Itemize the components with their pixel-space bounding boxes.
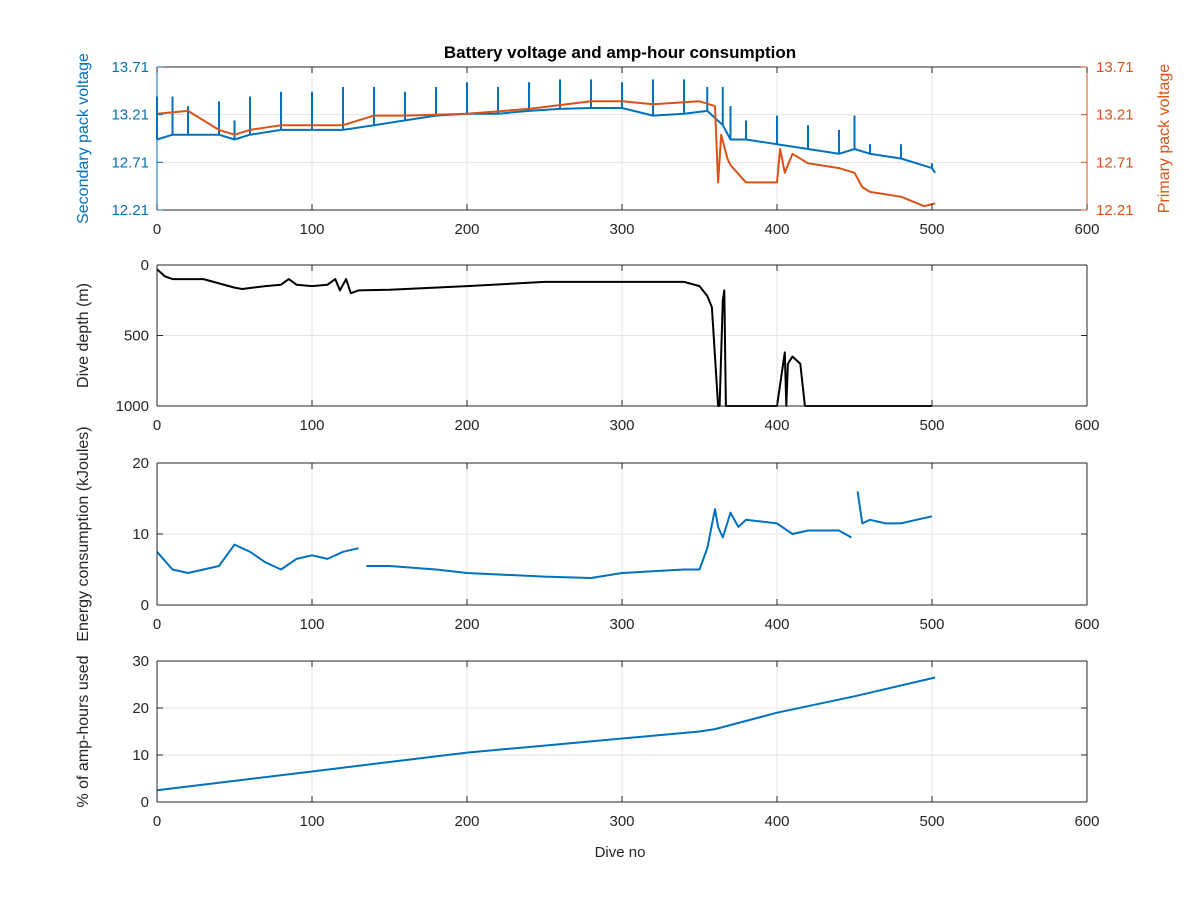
y-tick-label: 20 [132,700,149,717]
series-line-1-1 [156,107,936,174]
x-tick-label: 600 [1074,417,1099,434]
y-right-tick-label: 12.21 [1096,202,1134,219]
y-tick-label: 0 [141,794,149,811]
y-axis-label: Secondary pack voltage [75,53,92,224]
y-tick-label: 10 [132,526,149,543]
y-right-tick-label: 13.71 [1096,59,1134,76]
x-tick-label: 100 [299,417,324,434]
x-tick-label: 100 [299,221,324,238]
series-line-3-2 [366,508,852,579]
series-line-3-3 [856,491,933,525]
x-tick-label: 200 [454,221,479,238]
x-tick-label: 400 [764,616,789,633]
x-tick-label: 0 [153,616,161,633]
y-tick-label: 10 [132,747,149,764]
y-axis-label: Dive depth (m) [75,283,92,388]
y-tick-label: 12.21 [111,202,149,219]
subplot-2: 0 100 200 300 400 500 600 0 500 1000 Dive depth (m… [75,257,1100,434]
x-tick-label: 400 [764,221,789,238]
y-tick-label: 0 [141,597,149,614]
subplot-1: 0 100 200 300 400 500 600 12.21 12.71 13.21 13.71 1… [75,53,1173,238]
x-tick-label: 200 [454,616,479,633]
x-tick-label: 0 [153,813,161,830]
x-tick-label: 0 [153,417,161,434]
y-tick-label: 13.71 [111,59,149,76]
y-axis-label: % of amp-hours used [75,655,92,807]
series-line-3-1 [156,543,359,574]
y-right-tick-label: 13.21 [1096,107,1134,124]
x-tick-label: 300 [609,417,634,434]
y-tick-label: 20 [132,455,149,472]
x-tick-label: 400 [764,813,789,830]
x-tick-label: 400 [764,417,789,434]
subplot-3: 0 100 200 300 400 500 600 0 10 20 Energy consumpti… [75,426,1100,641]
y-tick-label: 13.21 [111,107,149,124]
y-axis-label: Energy consumption (kJoules) [75,426,92,641]
x-tick-label: 600 [1074,221,1099,238]
y-right-tick-label: 12.71 [1096,154,1134,171]
series-line-2-1 [156,268,932,407]
x-axis-label: Dive no [595,844,646,861]
x-tick-label: 300 [609,221,634,238]
x-tick-label: 500 [919,813,944,830]
y-tick-label: 30 [132,653,149,670]
y-tick-label: 500 [124,328,149,345]
x-tick-label: 600 [1074,813,1099,830]
y-right-axis-label: Primary pack voltage [1156,64,1173,213]
x-tick-label: 500 [919,221,944,238]
x-tick-label: 200 [454,813,479,830]
x-tick-label: 500 [919,417,944,434]
x-tick-label: 300 [609,616,634,633]
x-tick-label: 0 [153,221,161,238]
y-tick-label: 0 [141,257,149,274]
plot-layer: 0 100 200 300 400 500 60012.2112.7113.2113.711… [75,53,1173,830]
figure-title: Battery voltage and amp-hour consumption [444,43,796,62]
subplot-4: 0 100 200 300 400 500 600 0 10 20 30 % of amp-hours… [75,653,1100,830]
y-tick-label: 12.71 [111,154,149,171]
series-line-1-2 [156,100,936,208]
x-tick-label: 600 [1074,616,1099,633]
x-tick-label: 300 [609,813,634,830]
x-tick-label: 200 [454,417,479,434]
x-tick-label: 100 [299,616,324,633]
x-tick-label: 500 [919,616,944,633]
x-tick-label: 100 [299,813,324,830]
series-line-4-1 [156,676,936,792]
y-tick-label: 1000 [116,398,149,415]
